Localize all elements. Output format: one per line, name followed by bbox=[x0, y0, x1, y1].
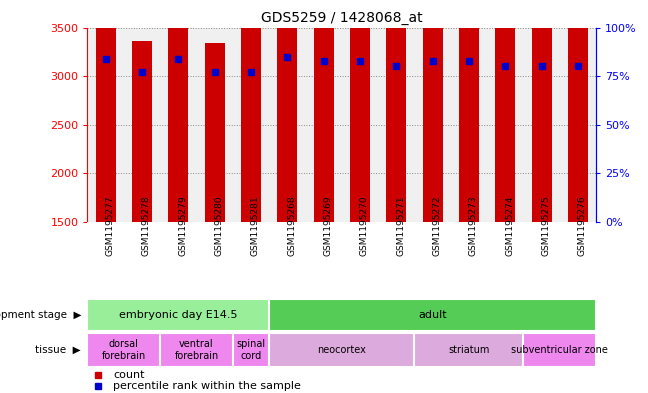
Text: striatum: striatum bbox=[448, 345, 490, 355]
Bar bbox=[269, 333, 415, 367]
Text: GSM1195276: GSM1195276 bbox=[578, 196, 587, 256]
Bar bbox=[350, 72, 370, 368]
Bar bbox=[568, 0, 588, 222]
Bar bbox=[415, 333, 524, 367]
Text: dorsal
forebrain: dorsal forebrain bbox=[102, 339, 146, 360]
Text: GSM1195281: GSM1195281 bbox=[251, 196, 260, 256]
Bar bbox=[160, 333, 233, 367]
Bar bbox=[233, 333, 269, 367]
Bar bbox=[314, 75, 334, 368]
Text: ventral
forebrain: ventral forebrain bbox=[174, 339, 218, 360]
Bar bbox=[168, 0, 189, 222]
Bar bbox=[168, 95, 189, 368]
Text: GSM1195280: GSM1195280 bbox=[214, 196, 224, 256]
Text: GSM1195279: GSM1195279 bbox=[178, 196, 187, 256]
Text: spinal
cord: spinal cord bbox=[237, 339, 266, 360]
Bar bbox=[350, 0, 370, 222]
Text: GSM1195272: GSM1195272 bbox=[433, 196, 442, 256]
Bar bbox=[531, 0, 551, 222]
Bar bbox=[96, 66, 115, 368]
Bar bbox=[495, 159, 515, 368]
Text: GSM1195274: GSM1195274 bbox=[505, 196, 515, 256]
Bar bbox=[96, 0, 115, 222]
Text: GSM1195273: GSM1195273 bbox=[469, 196, 478, 256]
Bar bbox=[205, 43, 225, 222]
Bar bbox=[524, 333, 596, 367]
Bar bbox=[495, 13, 515, 222]
Bar bbox=[241, 28, 261, 222]
Text: GSM1195278: GSM1195278 bbox=[142, 196, 151, 256]
Text: subventricular zone: subventricular zone bbox=[511, 345, 608, 355]
Text: GSM1195271: GSM1195271 bbox=[397, 196, 405, 256]
Bar bbox=[531, 126, 551, 368]
Text: neocortex: neocortex bbox=[318, 345, 366, 355]
Bar bbox=[87, 333, 160, 367]
Text: embryonic day E14.5: embryonic day E14.5 bbox=[119, 310, 238, 320]
Text: GSM1195270: GSM1195270 bbox=[360, 196, 369, 256]
Bar bbox=[386, 84, 406, 368]
Text: GSM1195268: GSM1195268 bbox=[287, 196, 296, 256]
Bar bbox=[422, 68, 443, 368]
Text: count: count bbox=[113, 369, 145, 380]
Bar bbox=[205, 189, 225, 368]
Bar bbox=[132, 187, 152, 368]
Bar bbox=[277, 0, 297, 222]
Text: GSM1195275: GSM1195275 bbox=[542, 196, 551, 256]
Text: tissue  ▶: tissue ▶ bbox=[36, 345, 81, 355]
Text: adult: adult bbox=[419, 310, 447, 320]
Text: GSM1195277: GSM1195277 bbox=[106, 196, 115, 256]
Bar bbox=[277, 49, 297, 368]
Title: GDS5259 / 1428068_at: GDS5259 / 1428068_at bbox=[261, 11, 422, 25]
Bar bbox=[459, 0, 479, 222]
Bar bbox=[568, 124, 588, 368]
Bar bbox=[314, 0, 334, 222]
Bar bbox=[87, 299, 269, 331]
Text: GSM1195269: GSM1195269 bbox=[323, 196, 332, 256]
Bar bbox=[132, 41, 152, 222]
Bar bbox=[459, 67, 479, 368]
Bar bbox=[241, 173, 261, 368]
Text: percentile rank within the sample: percentile rank within the sample bbox=[113, 381, 301, 391]
Bar bbox=[269, 299, 596, 331]
Bar bbox=[422, 0, 443, 222]
Bar bbox=[386, 0, 406, 222]
Text: development stage  ▶: development stage ▶ bbox=[0, 310, 81, 320]
